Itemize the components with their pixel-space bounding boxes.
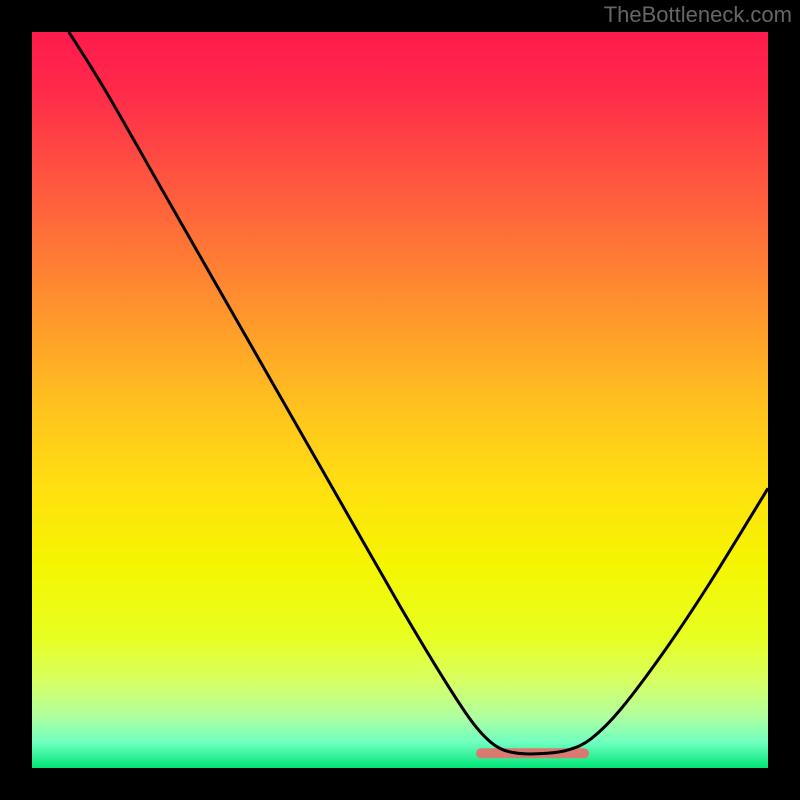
chart-container: TheBottleneck.com: [0, 0, 800, 800]
curve-layer: [32, 32, 768, 768]
plot-area: [32, 32, 768, 768]
bottleneck-curve: [69, 32, 768, 754]
watermark-text: TheBottleneck.com: [604, 2, 792, 28]
